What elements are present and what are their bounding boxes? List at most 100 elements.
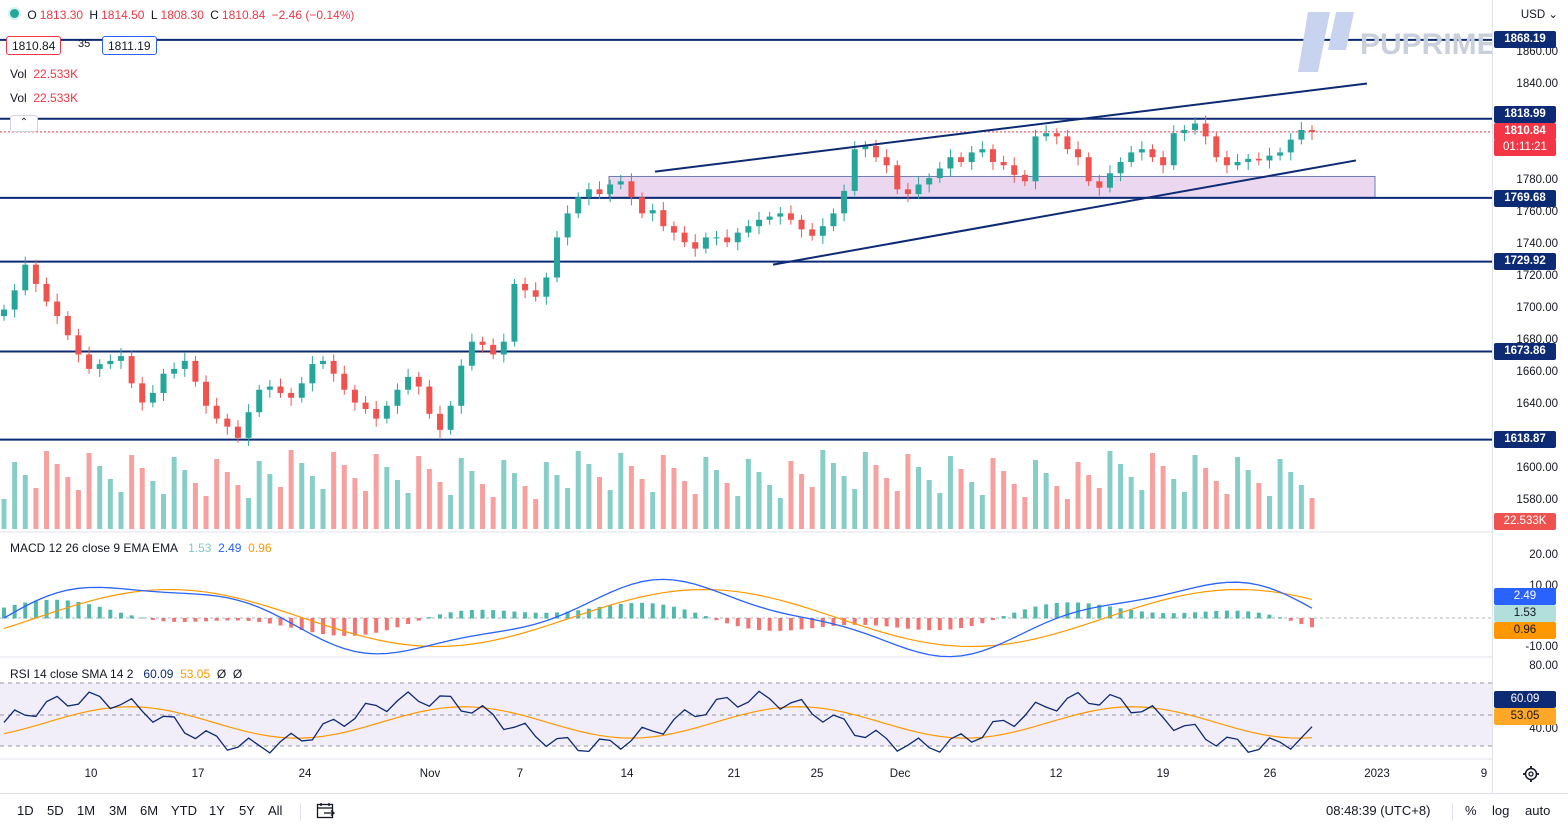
volume-bar <box>862 452 868 529</box>
rsi-tag: 60.09 <box>1494 691 1556 708</box>
macd-histogram-bar <box>533 612 538 619</box>
chevron-up-icon[interactable]: ⌃ <box>10 115 38 132</box>
volume-bar <box>1022 497 1028 529</box>
candle-body <box>1138 149 1145 153</box>
candle-body <box>1287 139 1294 153</box>
timeframe-1m[interactable]: 1M <box>77 803 96 818</box>
macd-histogram-bar <box>331 618 336 636</box>
candle-body <box>107 360 114 365</box>
macd-histogram-bar <box>23 602 28 619</box>
timeframe-ytd[interactable]: YTD <box>171 803 197 818</box>
candle-body <box>1255 158 1262 161</box>
macd-histogram-bar <box>905 618 910 629</box>
candle-body <box>979 149 986 153</box>
timeframe-6m[interactable]: 6M <box>140 803 159 818</box>
candle-body <box>1106 173 1113 188</box>
volume-bar <box>969 482 975 529</box>
rsi-label: RSI 14 close SMA 14 2 <box>10 667 134 681</box>
volume-bar <box>565 488 571 529</box>
date-tick: 12 <box>1049 768 1063 780</box>
volume-bar <box>256 461 262 529</box>
macd-histogram-bar <box>820 618 825 627</box>
volume-bar <box>660 455 666 529</box>
candle-body <box>1245 158 1252 163</box>
macd-histogram-bar <box>788 618 793 631</box>
candle-body <box>500 341 507 355</box>
calendar-range-icon[interactable] <box>316 802 336 825</box>
vol-value: 22.533K <box>33 67 79 81</box>
vol-label: Vol <box>10 67 27 81</box>
timeframe-1d[interactable]: 1D <box>17 803 34 818</box>
candle-body <box>149 392 156 403</box>
timeframe-all[interactable]: All <box>268 803 283 818</box>
volume-bar <box>671 468 677 529</box>
candle-body <box>873 146 879 158</box>
macd-histogram-bar <box>959 618 964 629</box>
volume-bar <box>1001 471 1007 529</box>
candle-body <box>1160 157 1167 166</box>
candle-body <box>809 229 816 236</box>
candle-body <box>160 373 167 393</box>
macd-histogram-bar <box>1033 606 1038 619</box>
timeframe-5d[interactable]: 5D <box>47 803 64 818</box>
volume-bar <box>214 459 220 529</box>
macd-signal-value: 0.96 <box>248 541 272 555</box>
buy-price-button[interactable]: 1811.19 <box>102 36 157 55</box>
percent-toggle[interactable]: % <box>1465 803 1477 818</box>
volume-bar <box>405 493 411 529</box>
candle-body <box>22 264 29 291</box>
timeframe-5y[interactable]: 5Y <box>239 803 255 818</box>
timeframe-1y[interactable]: 1Y <box>209 803 225 818</box>
volume-bar <box>277 487 283 529</box>
macd-histogram-bar <box>257 618 262 622</box>
volume-bar <box>448 495 454 529</box>
gear-icon[interactable] <box>1522 765 1540 783</box>
date-tick: 10 <box>84 768 98 780</box>
chart-area[interactable]: O 1813.30 H 1814.50 L 1808.30 C 1810.84 −2.4… <box>0 0 1492 793</box>
candle-body <box>171 368 178 374</box>
candle-body <box>330 360 337 374</box>
volume-bar <box>363 491 369 529</box>
macd-histogram-bar <box>469 609 474 619</box>
candle-body <box>1234 162 1241 166</box>
date-tick: 2023 <box>1364 768 1390 780</box>
volume-bar <box>161 494 167 529</box>
volume-bar <box>480 484 486 529</box>
candle-body <box>841 190 848 214</box>
macd-histogram-bar <box>512 611 517 619</box>
macd-histogram-bar <box>608 605 613 619</box>
volume-bar <box>1011 484 1017 529</box>
volume-bar <box>65 477 71 529</box>
candle-body <box>553 237 560 278</box>
sell-price-button[interactable]: 1810.84 <box>6 36 62 55</box>
level-label: 1729.92 <box>1494 253 1556 270</box>
price-tick: 1600.00 <box>1516 462 1558 474</box>
macd-histogram-bar <box>565 611 570 619</box>
macd-histogram-bar <box>161 618 166 622</box>
macd-histogram-bar <box>416 618 421 621</box>
macd-histogram-bar <box>1299 618 1304 624</box>
price-chart[interactable] <box>0 0 1492 793</box>
macd-histogram-bar <box>204 618 209 622</box>
timeframe-3m[interactable]: 3M <box>109 803 128 818</box>
candle-body <box>1170 133 1177 166</box>
candle-body <box>213 405 220 419</box>
auto-toggle[interactable]: auto <box>1525 803 1551 818</box>
volume-bar <box>129 455 135 529</box>
volume-bar <box>437 482 443 529</box>
candle-body <box>862 146 869 150</box>
volume-bar <box>958 469 964 529</box>
macd-histogram-bar <box>650 603 655 619</box>
candle-body <box>947 157 954 169</box>
log-toggle[interactable]: log <box>1492 803 1510 818</box>
spread-value: 35 <box>78 38 91 50</box>
macd-histogram-bar <box>246 618 251 621</box>
currency-select[interactable]: USD ⌄ <box>1521 7 1558 21</box>
macd-histogram-bar <box>576 610 581 619</box>
rsi-sma-value: 53.05 <box>180 667 211 681</box>
price-tick: 1860.00 <box>1516 46 1558 58</box>
candle-body <box>585 189 592 198</box>
clock-timezone[interactable]: 08:48:39 (UTC+8) <box>1326 803 1431 818</box>
candle-body <box>883 157 890 166</box>
candle-body <box>54 301 61 316</box>
